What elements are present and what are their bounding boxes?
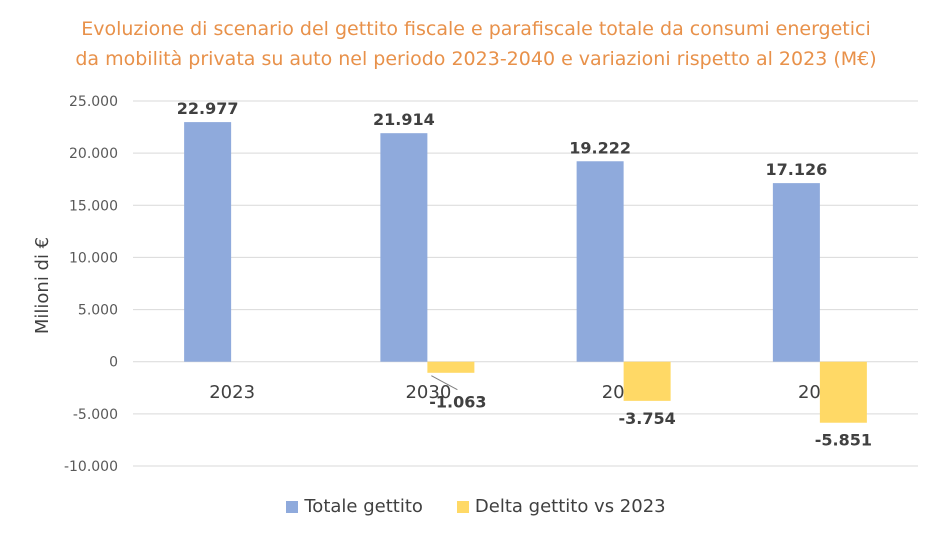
y-tick-label: 5.000: [78, 303, 118, 319]
chart-title-line-1: Evoluzione di scenario del gettito fisca…: [81, 18, 871, 40]
y-tick-label: 10.000: [69, 250, 118, 266]
chart-title-line-2: da mobilità privata su auto nel periodo …: [75, 48, 877, 70]
y-tick-label: 15.000: [69, 198, 118, 214]
y-tick-label: 25.000: [69, 94, 118, 110]
legend-label-totale: Totale gettito: [304, 496, 423, 517]
legend-swatch-delta: [456, 500, 469, 513]
data-label-totale: 21.914: [373, 110, 435, 129]
data-label-totale: 19.222: [569, 138, 631, 157]
bar-totale-gettito: [772, 183, 820, 362]
data-label-totale: 22.977: [177, 99, 239, 118]
legend-item-delta: Delta gettito vs 2023: [456, 496, 666, 517]
y-axis-label: Milioni di €: [32, 237, 53, 334]
y-tick-label: -5.000: [73, 407, 118, 423]
bar-delta-gettito: [427, 361, 475, 373]
legend-label-delta: Delta gettito vs 2023: [474, 496, 666, 517]
bar-totale-gettito: [380, 133, 428, 362]
data-label-totale: 17.126: [766, 160, 828, 179]
bar-totale-gettito: [184, 122, 232, 362]
legend: Totale gettito Delta gettito vs 2023: [0, 496, 952, 517]
y-tick-label: -10.000: [64, 459, 118, 475]
bar-delta-gettito: [623, 361, 671, 401]
y-tick-label: 0: [109, 355, 118, 371]
y-tick-label: 20.000: [69, 146, 118, 162]
bar-delta-gettito: [819, 361, 867, 423]
x-tick-label: 2030: [405, 382, 451, 403]
bar-totale-gettito: [576, 161, 624, 362]
x-tick-label: 2023: [209, 382, 255, 403]
chart-title: Evoluzione di scenario del gettito fisca…: [0, 14, 952, 74]
data-label-delta: -5.851: [815, 431, 872, 450]
leader-line: [431, 375, 458, 391]
legend-item-totale: Totale gettito: [286, 496, 423, 517]
data-label-delta: -1.063: [429, 393, 486, 412]
legend-swatch-totale: [286, 500, 299, 513]
data-label-delta: -3.754: [619, 409, 676, 428]
